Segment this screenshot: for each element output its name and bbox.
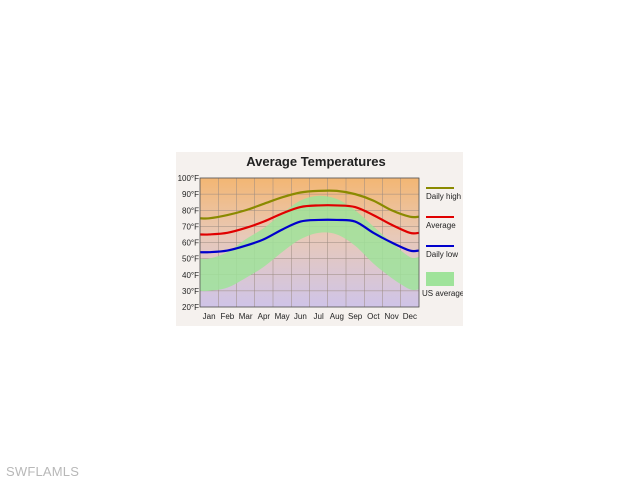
x-tick-label: Aug — [330, 312, 344, 321]
legend-us-average-swatch — [426, 272, 454, 286]
us-average-band — [200, 195, 419, 292]
average-line — [199, 204, 420, 236]
y-tick-label: 70°F — [182, 222, 199, 231]
chart-title: Average Temperatures — [246, 154, 386, 169]
x-tick-label: Mar — [239, 312, 253, 321]
x-tick-label: Dec — [403, 312, 417, 321]
y-tick-label: 30°F — [182, 287, 199, 296]
y-tick-label: 80°F — [182, 206, 199, 215]
x-tick-label: Feb — [220, 312, 234, 321]
legend-daily-low-label: Daily low — [426, 250, 458, 259]
x-tick-label: Sep — [348, 312, 363, 321]
legend-us-average-label: US average — [422, 289, 463, 298]
watermark-text: SWFLAMLS — [6, 464, 80, 479]
x-tick-label: May — [275, 312, 290, 321]
y-tick-label: 50°F — [182, 255, 199, 264]
daily-low-line — [199, 218, 420, 254]
y-tick-label: 100°F — [178, 174, 200, 183]
y-tick-label: 60°F — [182, 239, 199, 248]
x-tick-label: Apr — [258, 312, 271, 321]
legend-daily-high-label: Daily high — [426, 192, 461, 201]
daily-high-line — [199, 189, 420, 220]
y-tick-label: 40°F — [182, 271, 199, 280]
x-tick-label: Nov — [385, 312, 399, 321]
legend-average-label: Average — [426, 221, 456, 230]
x-tick-label: Jan — [203, 312, 216, 321]
x-tick-label: Oct — [367, 312, 380, 321]
y-tick-label: 90°F — [182, 190, 199, 199]
chart-plot: 20°F 30°F 40°F 50°F 60°F 70°F 80°F 90°F 100°F Jan… — [178, 174, 463, 321]
temperature-chart: Average Temperatures 20°F 30°F 40°F 50°F 60°… — [176, 152, 463, 326]
x-tick-label: Jul — [314, 312, 324, 321]
plot-frame — [199, 177, 420, 308]
y-tick-label: 20°F — [182, 303, 199, 312]
x-tick-label: Jun — [294, 312, 307, 321]
